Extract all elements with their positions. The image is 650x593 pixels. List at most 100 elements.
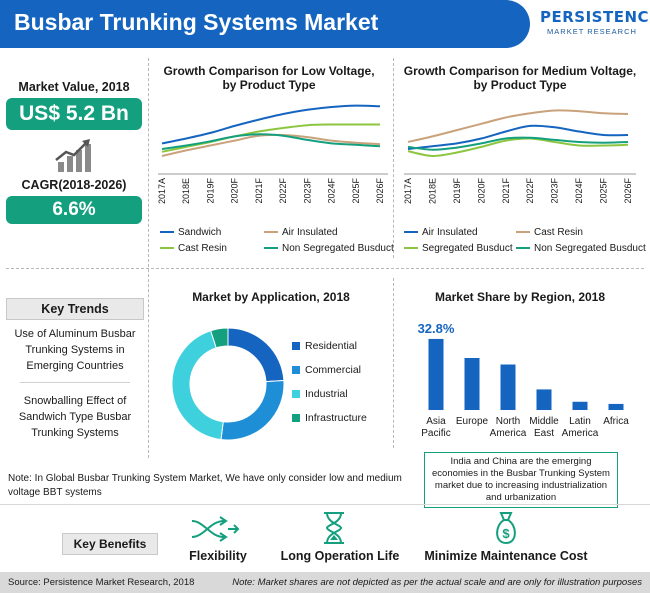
hourglass-icon <box>324 512 344 544</box>
legend-swatch <box>160 231 174 234</box>
benefit-flexibility: Flexibility <box>189 549 247 563</box>
legend-entry: Industrial <box>292 388 348 400</box>
x-tick-label: 2021F <box>254 178 264 204</box>
bar <box>536 389 552 410</box>
trend-separator <box>20 382 130 383</box>
cagr-value: 6.6% <box>6 196 142 224</box>
x-tick-label: 2018E <box>427 178 437 204</box>
low-voltage-chart-title: Growth Comparison for Low Voltage, by Pr… <box>163 64 375 92</box>
donut-slice <box>210 327 229 349</box>
bar-category-label: Latin <box>569 416 591 427</box>
medium-voltage-line-chart: 2017A 2018E 2019F 2020F 2021F 2022F 2023F 2024F… <box>403 109 636 204</box>
legend-swatch <box>292 366 300 374</box>
legend-swatch <box>292 390 300 398</box>
logo-tagline: MARKET RESEARCH <box>547 27 637 36</box>
series-line <box>161 104 381 145</box>
brand-logo: PERSISTENCE MARKET RESEARCH <box>540 8 650 36</box>
legend-entry: Cast Resin <box>160 243 227 254</box>
legend-label: Infrastructure <box>305 412 367 424</box>
bar-data-label: 32.8% <box>418 321 455 336</box>
bar-category-label: Asia <box>426 416 446 427</box>
medium-voltage-chart-title: Growth Comparison for Medium Voltage, by… <box>403 64 637 92</box>
bar-category-label: America <box>490 428 527 439</box>
legend-entry: Cast Resin <box>516 227 583 238</box>
legend-swatch <box>292 342 300 350</box>
page-title: Busbar Trunking Systems Market <box>14 9 379 35</box>
legend-entry: Segregated Busduct <box>404 243 513 254</box>
footer: Source: Persistence Market Research, 201… <box>0 572 650 593</box>
flexibility-arrows-icon <box>191 516 240 542</box>
legend-swatch <box>264 247 278 250</box>
x-tick-label: 2019F <box>452 178 462 204</box>
source-note: Source: Persistence Market Research, 201… <box>8 577 195 588</box>
benefit-long-operation-life: Long Operation Life <box>280 549 400 563</box>
legend-label: Residential <box>305 340 357 352</box>
bar-category-label: Africa <box>603 416 629 427</box>
region-chart-title: Market Share by Region, 2018 <box>434 290 606 304</box>
x-tick-label: 2024F <box>574 178 584 204</box>
legend-entry: Sandwich <box>160 227 221 238</box>
legend-entry: Air Insulated <box>264 227 338 238</box>
key-trend-item: Use of Aluminum Busbar Trunking Systems … <box>14 328 136 372</box>
legend-swatch <box>264 231 278 234</box>
donut-slice <box>171 330 224 441</box>
legend-label: Industrial <box>305 388 348 400</box>
market-summary: Market Value, 2018 US$ 5.2 Bn CAGR(2018-… <box>6 80 142 224</box>
bar <box>464 358 480 410</box>
legend-entry: Residential <box>292 340 357 352</box>
scope-note: Note: In Global Busbar Trunking System M… <box>8 473 402 498</box>
legend-entry: Commercial <box>292 364 361 376</box>
legend-label: Commercial <box>305 364 362 376</box>
money-bag-icon: $ <box>496 512 516 545</box>
bar-category-label: Europe <box>456 416 489 427</box>
svg-text:$: $ <box>502 526 510 541</box>
x-tick-label: 2021F <box>501 178 511 204</box>
market-value-label: Market Value, 2018 <box>18 80 130 94</box>
legend-label: Air Insulated <box>422 227 478 238</box>
bar <box>572 401 588 410</box>
bar-category-label: North <box>496 416 520 427</box>
legend-swatch <box>292 414 300 422</box>
benefit-minimize-maintenance-cost: Minimize Maintenance Cost <box>424 549 588 563</box>
legend-label: Segregated Busduct <box>422 243 513 254</box>
logo-name: PERSISTENCE <box>540 8 650 26</box>
x-tick-label: 2020F <box>230 178 240 204</box>
key-benefits: Key Benefits Flexibility Long Operation … <box>0 504 650 572</box>
series-line <box>407 109 629 143</box>
legend-label: Cast Resin <box>534 227 583 238</box>
key-benefits-title: Key Benefits <box>62 533 158 555</box>
bar-category-label: America <box>562 428 599 439</box>
legend-entry: Infrastructure <box>292 412 367 424</box>
bar-category-label: Middle <box>529 416 559 427</box>
x-tick-label: 2017A <box>157 178 167 204</box>
legend-label: Cast Resin <box>178 243 227 254</box>
legend-entry: Non Segregated Busduct <box>516 243 646 254</box>
legend-swatch <box>516 231 530 234</box>
header: Busbar Trunking Systems Market PERSISTEN… <box>0 0 650 48</box>
x-tick-label: 2025F <box>351 178 361 204</box>
key-trend-item: Snowballing Effect of Sandwich Type Busb… <box>18 395 132 439</box>
x-tick-label: 2023F <box>550 178 560 204</box>
divider <box>6 268 644 269</box>
application-chart-title: Market by Application, 2018 <box>192 290 350 304</box>
donut-slice <box>220 379 285 441</box>
key-trends-title: Key Trends <box>6 298 144 320</box>
bar-category-label: Pacific <box>421 428 450 439</box>
x-tick-label: 2025F <box>599 178 609 204</box>
divider <box>393 278 394 448</box>
x-tick-label: 2019F <box>205 178 215 204</box>
legend-label: Air Insulated <box>282 227 338 238</box>
divider <box>148 58 149 458</box>
x-tick-label: 2022F <box>525 178 535 204</box>
x-tick-label: 2020F <box>476 178 486 204</box>
legend-label: Non Segregated Busduct <box>534 243 646 254</box>
legend-entry: Air Insulated <box>404 227 478 238</box>
region-info-box: India and China are the emerging economi… <box>424 452 618 508</box>
donut-slice <box>227 327 285 383</box>
x-tick-label: 2022F <box>278 178 288 204</box>
series-line <box>161 133 381 150</box>
market-value: US$ 5.2 Bn <box>6 98 142 130</box>
legend-label: Sandwich <box>178 227 222 238</box>
series-line <box>407 124 629 150</box>
